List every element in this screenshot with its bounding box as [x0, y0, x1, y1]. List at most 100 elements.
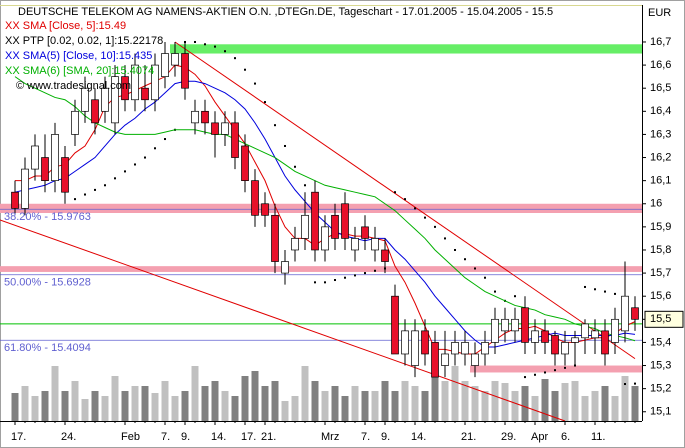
- volume-bar: [181, 391, 189, 421]
- candle-body: [301, 214, 309, 239]
- volume-bar: [71, 381, 79, 421]
- volume-bar: [541, 379, 549, 421]
- candle-body: [241, 145, 249, 181]
- sar-dot: [324, 281, 326, 284]
- volume-bar: [341, 396, 349, 421]
- candle-body: [571, 337, 579, 343]
- volume-bar: [531, 396, 539, 421]
- volume-bar: [521, 386, 529, 421]
- x-tick-label: 14.: [211, 431, 226, 443]
- candle-body: [231, 122, 239, 158]
- candle-body: [261, 203, 269, 216]
- candle-body: [161, 53, 169, 77]
- volume-bar: [121, 391, 129, 421]
- y-tick-label: 15,2: [650, 383, 671, 395]
- x-tick-label: 11.: [591, 431, 605, 443]
- candle-body: [101, 87, 109, 112]
- candle-body: [61, 157, 69, 193]
- sar-dot: [304, 184, 306, 187]
- volume-bar: [441, 381, 449, 421]
- sar-dot: [74, 198, 76, 201]
- sar-dot: [474, 267, 476, 270]
- sar-dot: [274, 124, 276, 127]
- sar-dot: [154, 147, 156, 150]
- volume-bar: [221, 391, 229, 421]
- sar-dot: [594, 288, 596, 291]
- sar-dot: [444, 237, 446, 240]
- sar-dot: [394, 191, 396, 194]
- y-tick-label: 16,6: [650, 59, 671, 71]
- volume-bar: [111, 376, 119, 421]
- zone: [0, 203, 642, 213]
- y-tick-label: 16,7: [650, 36, 671, 48]
- volume-bar: [451, 366, 459, 421]
- sar-dot: [314, 281, 316, 284]
- candle-body: [481, 342, 489, 355]
- candle-body: [421, 330, 429, 355]
- x-tick-label: 21.: [261, 431, 276, 443]
- candle-body: [111, 76, 119, 124]
- y-tick-label: 15,4: [650, 336, 671, 348]
- volume-bar: [411, 386, 419, 421]
- volume-bar: [321, 391, 329, 421]
- sar-dot: [564, 366, 566, 369]
- copyright: © www.tradesignal.com: [16, 80, 131, 92]
- sar-dot: [634, 382, 636, 385]
- candle-body: [381, 249, 389, 262]
- sar-dot: [194, 40, 196, 43]
- sar-dot: [464, 258, 466, 261]
- volume-bar: [41, 391, 49, 421]
- sar-dot: [144, 156, 146, 159]
- volume-bar: [391, 391, 399, 421]
- volume-bar: [381, 381, 389, 421]
- fib-label: 61.80% - 15.4094: [4, 342, 91, 354]
- volume-bar: [361, 391, 369, 421]
- sar-dot: [494, 290, 496, 293]
- x-tick-label: Mrz: [321, 431, 339, 443]
- x-tick-label: 17.: [11, 431, 26, 443]
- volume-bar: [261, 386, 269, 421]
- sar-dot: [234, 57, 236, 60]
- sar-dot: [454, 248, 456, 251]
- sar-dot: [434, 225, 436, 228]
- candle-body: [141, 87, 149, 101]
- sar-dot: [104, 184, 106, 187]
- x-tick-label: 7.: [361, 431, 370, 443]
- y-tick-label: 16,2: [650, 151, 671, 163]
- sar-dot: [414, 207, 416, 210]
- candle-body: [551, 335, 559, 355]
- zone: [0, 266, 642, 272]
- volume-bar: [211, 381, 219, 421]
- x-tick-label: 21.: [461, 431, 476, 443]
- candle-body: [211, 122, 219, 135]
- volume-bar: [481, 391, 489, 421]
- candle-body: [591, 330, 599, 339]
- x-tick-label: 14.: [411, 431, 426, 443]
- volume-bar: [201, 386, 209, 421]
- x-tick-label: 17.: [241, 431, 256, 443]
- y-tick-label: 16,4: [650, 105, 671, 117]
- sar-dot: [514, 295, 516, 298]
- candle-body: [631, 307, 639, 320]
- candle-body: [71, 110, 79, 135]
- volume-bar: [91, 391, 99, 421]
- candle-body: [401, 330, 409, 355]
- sar-dot: [604, 290, 606, 293]
- candle-body: [201, 110, 209, 124]
- volume-bar: [81, 399, 89, 421]
- y-tick-label: 15,1: [650, 406, 671, 418]
- sar-dot: [224, 50, 226, 53]
- sar-dot: [344, 276, 346, 279]
- currency-label: EUR: [648, 7, 671, 19]
- sar-dot: [544, 371, 546, 374]
- candle-body: [451, 342, 459, 355]
- sma-line: [14, 76, 636, 342]
- sar-dot: [424, 216, 426, 219]
- candle-body: [601, 330, 609, 355]
- x-tick-label: 29.: [501, 431, 516, 443]
- legend-entry: XX SMA [Close, 5]:15.49: [5, 20, 126, 32]
- volume-bar: [171, 396, 179, 421]
- candle-body: [121, 76, 129, 101]
- candle-body: [131, 64, 139, 101]
- volume-bar: [231, 396, 239, 421]
